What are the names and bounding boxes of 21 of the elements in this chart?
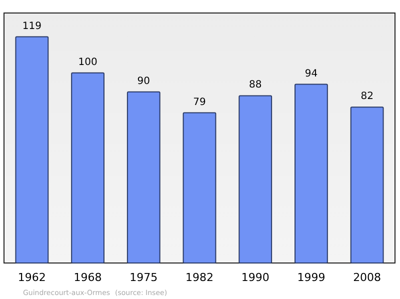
data-label: 79 bbox=[193, 96, 206, 108]
x-tick-label: 1999 bbox=[297, 271, 326, 284]
bar bbox=[126, 91, 160, 264]
data-label: 82 bbox=[360, 91, 374, 102]
bar bbox=[182, 112, 216, 264]
data-label: 94 bbox=[304, 68, 318, 80]
bar bbox=[294, 84, 328, 264]
x-tick-label: 1990 bbox=[241, 271, 270, 284]
data-label: 119 bbox=[22, 20, 42, 32]
data-label: 100 bbox=[78, 56, 98, 68]
x-tick-label: 1975 bbox=[130, 271, 158, 284]
bar bbox=[238, 95, 272, 264]
bar bbox=[15, 36, 49, 264]
x-tick-label: 1968 bbox=[74, 271, 102, 284]
bar bbox=[350, 106, 384, 264]
data-label: 90 bbox=[137, 76, 150, 87]
x-tick-label: 1982 bbox=[186, 271, 214, 284]
x-tick-label: 1962 bbox=[18, 271, 46, 284]
x-tick-label: 2008 bbox=[353, 271, 382, 284]
data-label: 88 bbox=[248, 80, 262, 91]
bar bbox=[71, 72, 104, 264]
